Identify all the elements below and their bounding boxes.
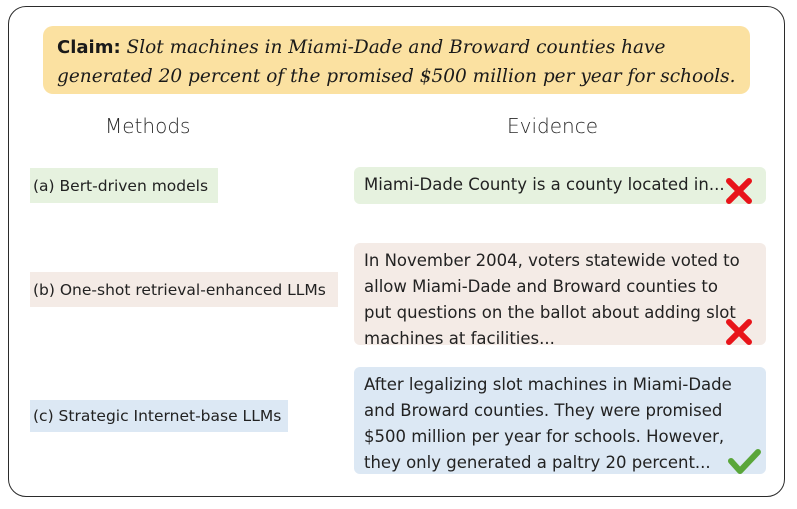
- methods-header: Methods: [105, 114, 191, 138]
- evidence-strategic: After legalizing slot machines in Miami-…: [354, 367, 766, 474]
- figure-frame: [8, 6, 785, 497]
- method-bert: (a) Bert-driven models: [30, 168, 218, 203]
- claim-text: Slot machines in Miami-Dade and Broward …: [57, 37, 736, 87]
- method-strategic: (c) Strategic Internet-base LLMs: [30, 400, 288, 432]
- evidence-bert: Miami-Dade County is a county located in…: [354, 167, 766, 204]
- cross-icon: [726, 178, 752, 204]
- check-icon: [728, 449, 761, 474]
- claim-label: Claim: [57, 37, 114, 58]
- claim-box: Claim: Slot machines in Miami-Dade and B…: [43, 26, 750, 94]
- evidence-header: Evidence: [507, 114, 599, 138]
- method-one-shot: (b) One-shot retrieval-enhanced LLMs: [30, 272, 338, 307]
- evidence-one-shot: In November 2004, voters statewide voted…: [354, 243, 766, 348]
- cross-icon: [726, 319, 752, 345]
- claim-separator: :: [113, 37, 121, 58]
